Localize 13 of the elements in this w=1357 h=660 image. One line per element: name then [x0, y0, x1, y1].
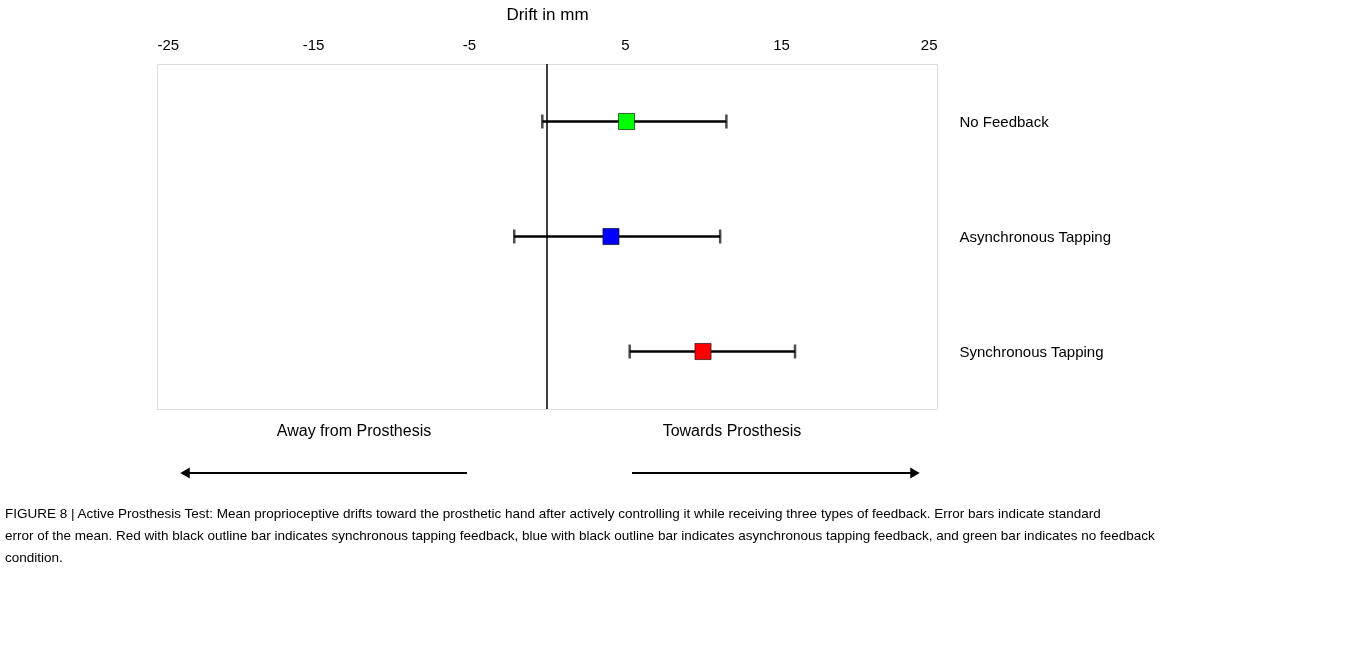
- x-axis-title: Drift in mm: [506, 4, 589, 24]
- y-tick-label: Asynchronous Tapping: [959, 228, 1111, 245]
- x-tick-label: -15: [302, 35, 325, 53]
- x-tick-label: -5: [462, 35, 477, 53]
- x-tick-label: 25: [920, 35, 938, 53]
- text: Towards Prosthesis: [662, 422, 802, 439]
- y-tick-label: Synchronous Tapping: [959, 343, 1104, 360]
- y-tick-label: No Feedback: [959, 113, 1050, 130]
- text: Away from Prosthesis: [276, 422, 432, 439]
- caption: FIGURE 8 | Active Prosthesis Test: Mean proprioceptive drifts toward the prosthetic hand after actively controlling it while receiving three types of feedback. Error bars indicate standard error of the mean. Red with black outline bar indicates synchronous tapping feedback, blue with black outline bar indicates asynchronous tapping feedback, and green bar indicates no feedback condition.: [5, 506, 1155, 565]
- x-tick-label: -25: [157, 35, 180, 53]
- x-tick-label: 5: [621, 35, 630, 53]
- x-tick-label: 15: [773, 35, 790, 53]
